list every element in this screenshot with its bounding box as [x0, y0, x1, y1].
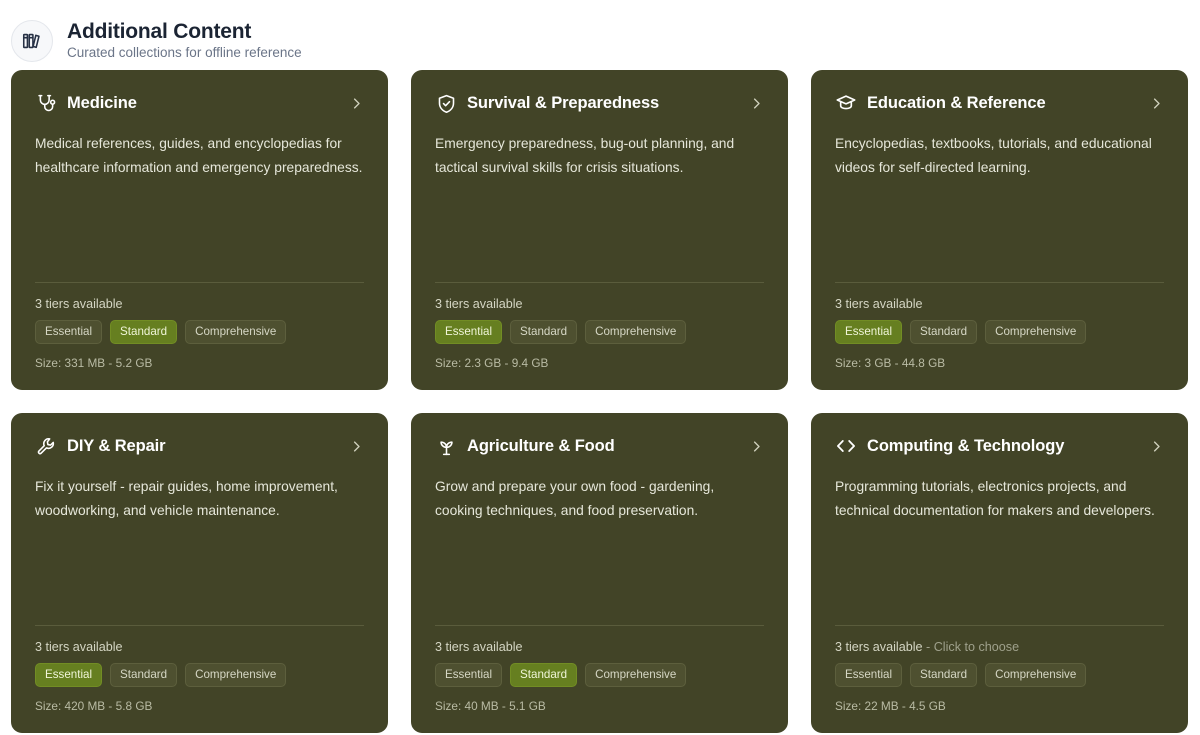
- tier-badge-essential[interactable]: Essential: [435, 662, 503, 687]
- tiers-available-label: 3 tiers available: [835, 297, 1164, 311]
- card-description: Emergency preparedness, bug-out planning…: [435, 136, 735, 175]
- tier-badge-group: Essential Standard Comprehensive: [435, 662, 764, 687]
- tier-badge-comprehensive[interactable]: Comprehensive: [585, 319, 687, 344]
- tier-badge-group: Essential Standard Comprehensive: [835, 319, 1164, 344]
- card-title: Computing & Technology: [867, 436, 1065, 455]
- card-size-range: Size: 22 MB - 4.5 GB: [835, 699, 946, 713]
- tiers-count-text: 3 tiers available: [435, 296, 523, 311]
- tiers-available-label: 3 tiers available: [435, 640, 764, 654]
- card-header: DIY & Repair: [35, 435, 364, 457]
- tier-badge-standard[interactable]: Standard: [910, 662, 978, 687]
- card-description: Programming tutorials, electronics proje…: [835, 479, 1155, 518]
- tier-badge-comprehensive[interactable]: Comprehensive: [585, 662, 687, 687]
- card-size-range: Size: 420 MB - 5.8 GB: [35, 699, 153, 713]
- chevron-right-icon[interactable]: [1148, 438, 1164, 454]
- tier-badge-essential[interactable]: Essential: [835, 319, 903, 344]
- tier-badge-group: Essential Standard Comprehensive: [35, 319, 364, 344]
- chevron-right-icon[interactable]: [348, 438, 364, 454]
- header-text-block: Additional Content Curated collections f…: [67, 20, 302, 61]
- wrench-icon: [35, 435, 57, 457]
- card-description: Medical references, guides, and encyclop…: [35, 136, 363, 175]
- card-description: Grow and prepare your own food - gardeni…: [435, 479, 715, 518]
- content-card-diy-repair[interactable]: DIY & Repair Fix it yourself - repair gui…: [11, 413, 388, 733]
- card-size-range: Size: 331 MB - 5.2 GB: [35, 356, 153, 370]
- card-title: Survival & Preparedness: [467, 93, 660, 112]
- chevron-right-icon[interactable]: [348, 95, 364, 111]
- page-subtitle: Curated collections for offline referenc…: [67, 45, 302, 61]
- stethoscope-icon: [35, 92, 57, 114]
- tiers-click-hint: - Click to choose: [922, 639, 1020, 654]
- card-header: Survival & Preparedness: [435, 92, 764, 114]
- card-title: Agriculture & Food: [467, 436, 615, 455]
- tier-badge-standard[interactable]: Standard: [110, 662, 178, 687]
- card-title: DIY & Repair: [67, 436, 166, 455]
- card-title: Medicine: [67, 93, 137, 112]
- tier-badge-comprehensive[interactable]: Comprehensive: [985, 662, 1087, 687]
- tier-badge-group: Essential Standard Comprehensive: [35, 662, 364, 687]
- content-card-medicine[interactable]: Medicine Medical references, guides, and …: [11, 70, 388, 390]
- tier-badge-comprehensive[interactable]: Comprehensive: [185, 662, 287, 687]
- page-title: Additional Content: [67, 20, 252, 44]
- card-divider: [35, 624, 364, 626]
- code-icon: [835, 435, 857, 457]
- card-description: Fix it yourself - repair guides, home im…: [35, 479, 338, 518]
- tiers-count-text: 3 tiers available: [35, 639, 123, 654]
- content-card-agriculture-food[interactable]: Agriculture & Food Grow and prepare your …: [411, 413, 788, 733]
- tier-badge-standard[interactable]: Standard: [110, 319, 178, 344]
- tiers-count-text: 3 tiers available: [435, 639, 523, 654]
- card-header: Education & Reference: [835, 92, 1164, 114]
- tiers-available-label: 3 tiers available - Click to choose: [835, 640, 1164, 654]
- page-header: Additional Content Curated collections f…: [0, 0, 1200, 70]
- card-divider: [35, 281, 364, 283]
- card-header: Medicine: [35, 92, 364, 114]
- chevron-right-icon[interactable]: [748, 438, 764, 454]
- graduation-cap-icon: [835, 92, 857, 114]
- card-divider: [435, 624, 764, 626]
- chevron-right-icon[interactable]: [1148, 95, 1164, 111]
- card-size-range: Size: 40 MB - 5.1 GB: [435, 699, 546, 713]
- card-header: Agriculture & Food: [435, 435, 764, 457]
- tiers-available-label: 3 tiers available: [35, 640, 364, 654]
- card-size-range: Size: 3 GB - 44.8 GB: [835, 356, 946, 370]
- content-card-survival-preparedness[interactable]: Survival & Preparedness Emergency prepare…: [411, 70, 788, 390]
- card-title: Education & Reference: [867, 93, 1046, 112]
- tier-badge-standard[interactable]: Standard: [910, 319, 978, 344]
- tier-badge-group: Essential Standard Comprehensive: [435, 319, 764, 344]
- books-library-icon: [11, 20, 53, 62]
- tier-badge-comprehensive[interactable]: Comprehensive: [985, 319, 1087, 344]
- tiers-count-text: 3 tiers available: [835, 296, 923, 311]
- tier-badge-standard[interactable]: Standard: [510, 319, 578, 344]
- card-size-range: Size: 2.3 GB - 9.4 GB: [435, 356, 549, 370]
- tier-badge-standard[interactable]: Standard: [510, 662, 578, 687]
- sprout-icon: [435, 435, 457, 457]
- shield-check-icon: [435, 92, 457, 114]
- tier-badge-essential[interactable]: Essential: [35, 319, 103, 344]
- tiers-count-text: 3 tiers available: [835, 639, 923, 654]
- card-description: Encyclopedias, textbooks, tutorials, and…: [835, 136, 1152, 175]
- tier-badge-group: Essential Standard Comprehensive: [835, 662, 1164, 687]
- card-header: Computing & Technology: [835, 435, 1164, 457]
- tiers-available-label: 3 tiers available: [435, 297, 764, 311]
- card-divider: [435, 281, 764, 283]
- tiers-count-text: 3 tiers available: [35, 296, 123, 311]
- content-card-education-reference[interactable]: Education & Reference Encyclopedias, text…: [811, 70, 1188, 390]
- tier-badge-essential[interactable]: Essential: [835, 662, 903, 687]
- content-card-computing-technology[interactable]: Computing & Technology Programming tutori…: [811, 413, 1188, 733]
- tier-badge-essential[interactable]: Essential: [35, 662, 103, 687]
- content-category-grid: Medicine Medical references, guides, and …: [0, 70, 1200, 733]
- tier-badge-comprehensive[interactable]: Comprehensive: [185, 319, 287, 344]
- tier-badge-essential[interactable]: Essential: [435, 319, 503, 344]
- chevron-right-icon[interactable]: [748, 95, 764, 111]
- tiers-available-label: 3 tiers available: [35, 297, 364, 311]
- card-divider: [835, 281, 1164, 283]
- card-divider: [835, 624, 1164, 626]
